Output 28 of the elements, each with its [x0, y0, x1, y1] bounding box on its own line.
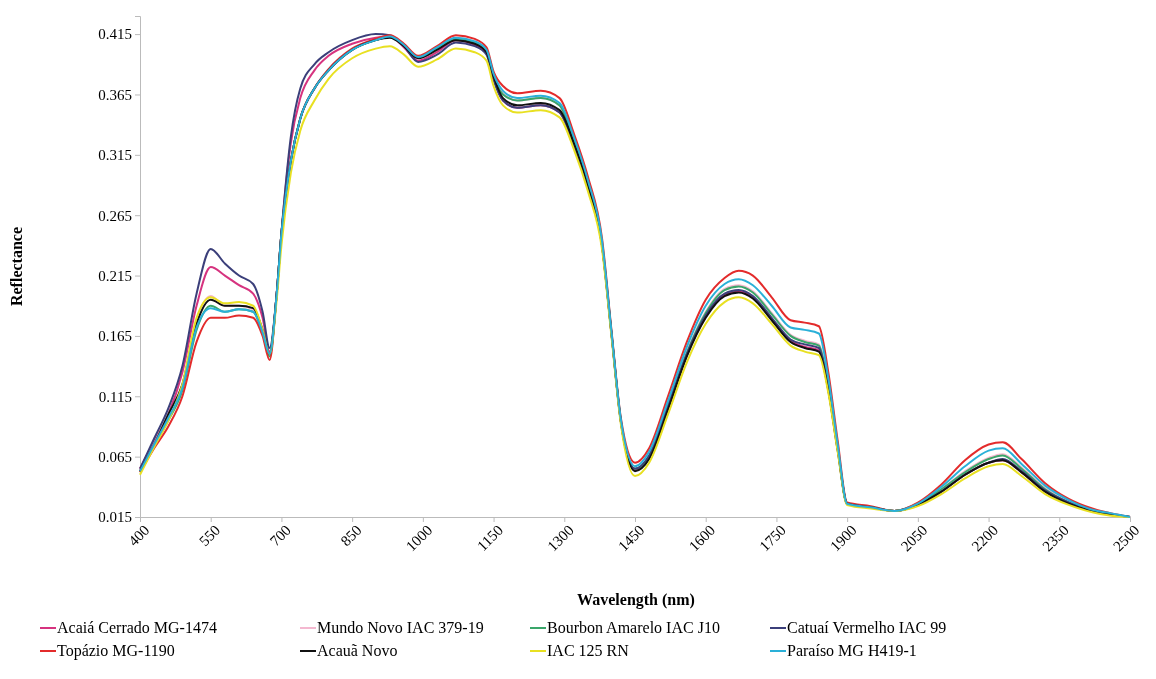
legend-label: Paraíso MG H419-1: [787, 642, 917, 659]
x-tick-label: 1900: [827, 521, 860, 555]
y-tick-label: 0.265: [98, 207, 132, 224]
y-tick-label: 0.165: [98, 328, 132, 345]
x-axis-title: Wavelength (nm): [577, 591, 695, 609]
legend-label: Mundo Novo IAC 379-19: [317, 619, 484, 636]
y-axis-title: Reflectance: [8, 226, 25, 307]
y-tick-label: 0.215: [98, 267, 132, 284]
legend-label: Acaiá Cerrado MG-1474: [57, 619, 217, 636]
legend-label: Acauã Novo: [317, 642, 398, 659]
x-tick-label: 1450: [614, 521, 648, 555]
x-tick-label: 1150: [473, 521, 507, 555]
legend-label: Bourbon Amarelo IAC J10: [547, 619, 720, 636]
x-tick-label: 1000: [402, 521, 436, 555]
x-tick-label: 700: [266, 521, 294, 550]
legend-label: Catuaí Vermelho IAC 99: [787, 619, 947, 636]
y-tick-label: 0.365: [98, 86, 132, 103]
x-tick-label: 1750: [756, 521, 789, 555]
legend-label: IAC 125 RN: [547, 642, 630, 659]
y-tick-label: 0.415: [98, 26, 132, 43]
y-tick-label: 0.315: [98, 147, 132, 164]
x-tick-label: 550: [196, 521, 224, 550]
legend-label: Topázio MG-1190: [57, 642, 175, 660]
x-tick-label: 1600: [685, 521, 719, 555]
y-tick-label: 0.115: [98, 388, 132, 405]
x-tick-label: 850: [337, 521, 365, 550]
y-tick-label: 0.065: [98, 448, 132, 465]
x-tick-label: 1300: [544, 521, 577, 555]
